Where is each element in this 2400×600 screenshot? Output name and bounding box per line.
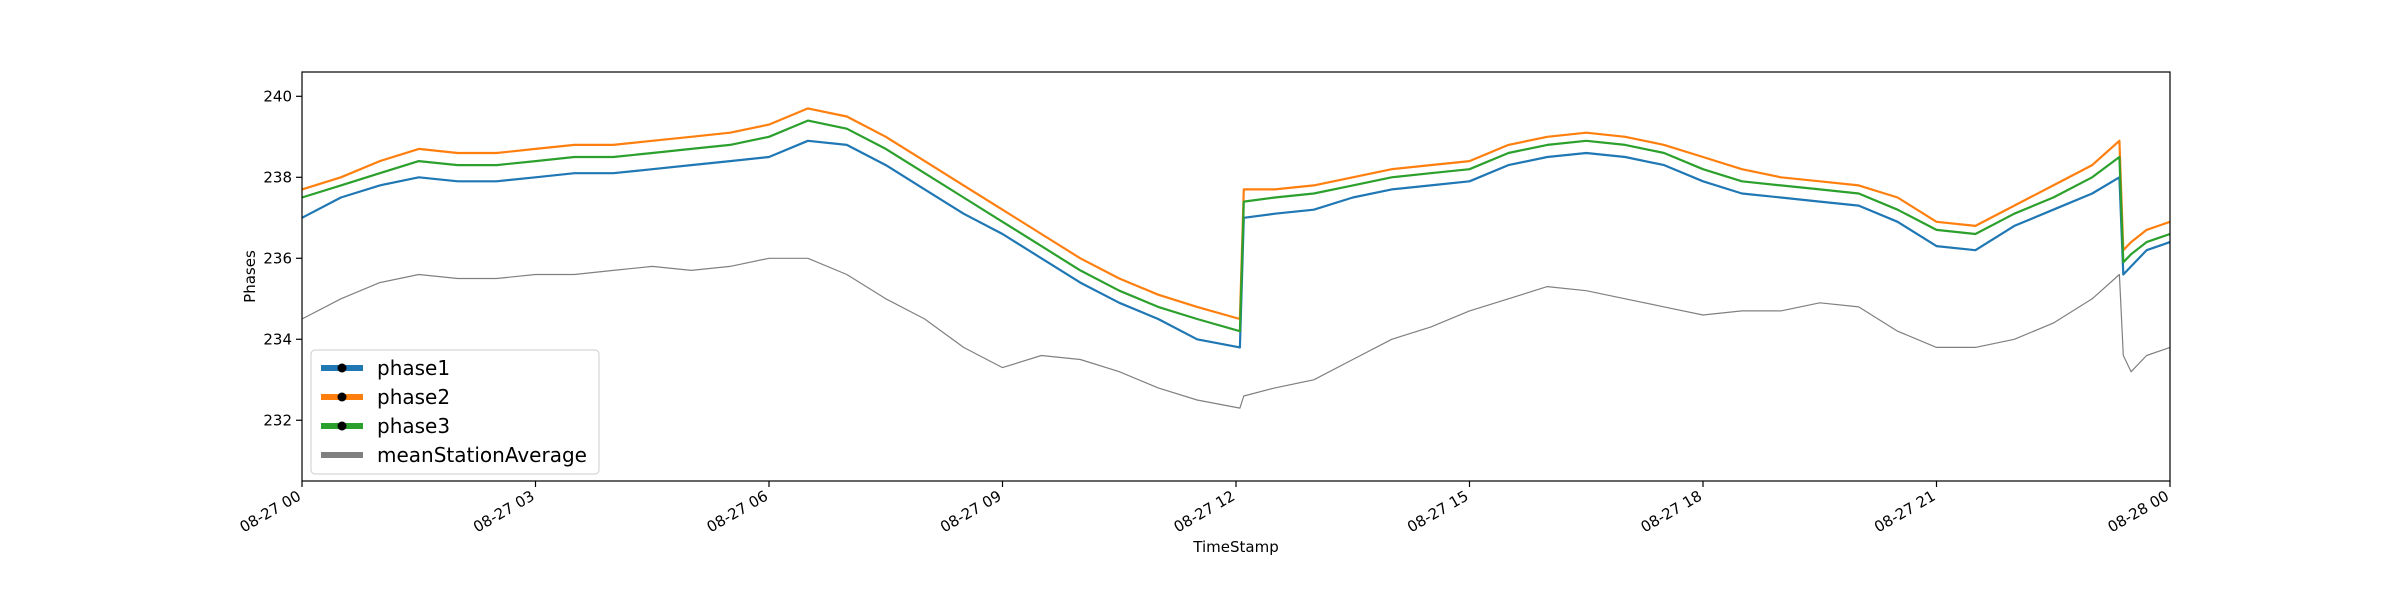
- legend-marker-phase3: [337, 421, 347, 431]
- x-tick-label: 08-27 09: [937, 487, 1004, 536]
- y-tick-label: 236: [263, 249, 292, 267]
- legend-label-phase2: phase2: [377, 385, 450, 409]
- x-tick-label: 08-27 12: [1171, 487, 1238, 536]
- series-layer: [301, 107, 2171, 409]
- legend[interactable]: phase1 phase2 phase3 meanStationAverage: [310, 349, 600, 475]
- legend-label-meanStationAverage: meanStationAverage: [377, 443, 587, 467]
- y-tick-label: 240: [263, 87, 292, 105]
- x-tick-label: 08-27 21: [1871, 487, 1938, 536]
- y-axis-label: Phases: [241, 250, 259, 303]
- series-line-meanStationAverage: [301, 257, 2171, 409]
- x-tick-label: 08-28 00: [2105, 487, 2172, 536]
- x-tick-label: 08-27 18: [1638, 487, 1705, 536]
- x-axis: 08-27 00 08-27 03 08-27 06 08-27 09 08-27 12…: [237, 481, 2172, 536]
- series-line-phase2: [301, 107, 2171, 321]
- series-line-phase3: [301, 119, 2171, 333]
- y-tick-label: 232: [263, 411, 292, 429]
- legend-label-phase3: phase3: [377, 414, 450, 438]
- x-tick-label: 08-27 00: [237, 487, 304, 536]
- legend-label-phase1: phase1: [377, 356, 450, 380]
- x-axis-label: TimeStamp: [1192, 538, 1278, 556]
- x-tick-label: 08-27 06: [704, 487, 771, 536]
- legend-marker-phase1: [337, 363, 347, 373]
- y-tick-label: 238: [263, 168, 292, 186]
- legend-box: [310, 349, 600, 475]
- series-line-phase1: [301, 139, 2171, 349]
- y-tick-label: 234: [263, 330, 292, 348]
- x-tick-label: 08-27 15: [1404, 487, 1471, 536]
- legend-marker-phase2: [337, 392, 347, 402]
- y-axis: 232 234 236 238 240: [263, 87, 302, 429]
- x-tick-label: 08-27 03: [470, 487, 537, 536]
